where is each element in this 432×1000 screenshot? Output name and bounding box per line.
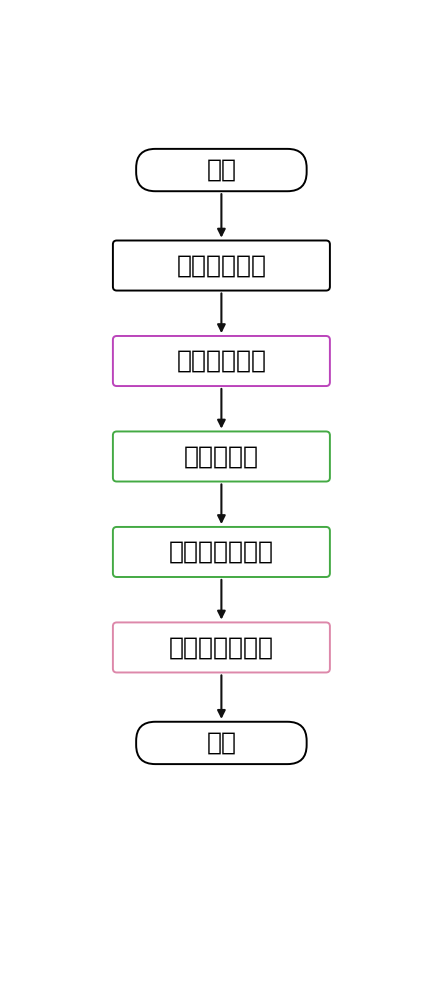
Text: 提取网络数据: 提取网络数据 xyxy=(176,254,267,278)
FancyBboxPatch shape xyxy=(136,149,307,191)
Text: 构造能量函数: 构造能量函数 xyxy=(176,349,267,373)
FancyBboxPatch shape xyxy=(113,241,330,291)
Text: 稳态点辨识: 稳态点辨识 xyxy=(184,444,259,468)
Text: 判断扰动源位置: 判断扰动源位置 xyxy=(169,635,274,659)
Text: 结束: 结束 xyxy=(206,731,236,755)
Text: 能量分解和计算: 能量分解和计算 xyxy=(169,540,274,564)
FancyBboxPatch shape xyxy=(113,336,330,386)
FancyBboxPatch shape xyxy=(113,622,330,672)
Text: 开始: 开始 xyxy=(206,158,236,182)
FancyBboxPatch shape xyxy=(136,722,307,764)
FancyBboxPatch shape xyxy=(113,431,330,482)
FancyBboxPatch shape xyxy=(113,527,330,577)
